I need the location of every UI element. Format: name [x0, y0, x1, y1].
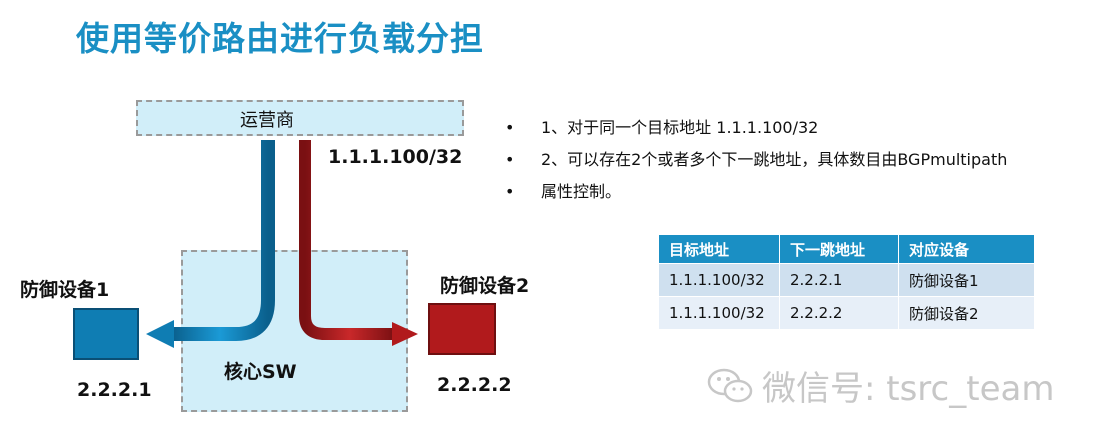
cell-next-hop: 2.2.2.1	[779, 263, 899, 297]
blue-arrowhead	[146, 320, 174, 348]
watermark-text: 微信号: tsrc_team	[762, 369, 1055, 409]
device1-ip: 2.2.2.1	[77, 379, 152, 401]
wechat-icon	[707, 368, 753, 402]
core-switch-label: 核心SW	[224, 361, 297, 383]
cell-next-hop: 2.2.2.2	[779, 296, 899, 330]
isp-label: 运营商	[240, 110, 294, 131]
isp-box	[136, 100, 464, 136]
blue-flow-arrow	[172, 140, 275, 341]
target-ip-label: 1.1.1.100/32	[328, 146, 463, 168]
header-device: 对应设备	[898, 234, 1035, 264]
bullet-item: 1、对于同一个目标地址 1.1.1.100/32	[505, 112, 1007, 144]
bullet-item: 2、可以存在2个或者多个下一跳地址，具体数目由BGPmultipath	[505, 144, 1007, 176]
page-title: 使用等价路由进行负载分担	[76, 19, 484, 58]
device2-node	[428, 303, 496, 355]
red-flow-arrow	[299, 140, 394, 340]
cell-target: 1.1.1.100/32	[658, 263, 780, 297]
cell-device: 防御设备1	[898, 263, 1035, 297]
table-row: 1.1.1.100/32 2.2.2.1 防御设备1	[658, 263, 1035, 297]
device1-label: 防御设备1	[20, 279, 110, 301]
cell-target: 1.1.1.100/32	[658, 296, 780, 330]
header-next-hop: 下一跳地址	[779, 234, 899, 264]
bullet-item: 属性控制。	[505, 176, 1007, 208]
table-row: 1.1.1.100/32 2.2.2.2 防御设备2	[658, 296, 1035, 330]
watermark: 微信号: tsrc_team	[706, 361, 1054, 410]
cell-device: 防御设备2	[898, 296, 1035, 330]
table-header-row: 目标地址 下一跳地址 对应设备	[658, 234, 1035, 264]
bullet-list: 1、对于同一个目标地址 1.1.1.100/32 2、可以存在2个或者多个下一跳…	[505, 112, 1007, 208]
red-arrowhead	[392, 322, 418, 346]
device2-label: 防御设备2	[440, 275, 530, 297]
device1-node	[73, 308, 139, 360]
device2-ip: 2.2.2.2	[437, 374, 512, 396]
header-target: 目标地址	[658, 234, 780, 264]
route-table: 目标地址 下一跳地址 对应设备 1.1.1.100/32 2.2.2.1 防御设…	[658, 234, 1035, 330]
